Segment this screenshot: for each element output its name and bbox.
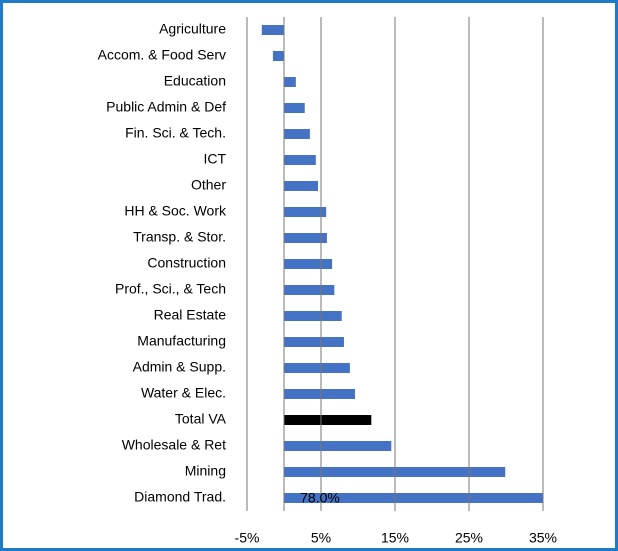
y-tick-label: HH & Soc. Work — [124, 203, 227, 219]
x-tick-label: 5% — [311, 530, 331, 546]
y-tick-label: Diamond Trad. — [134, 489, 226, 505]
bar — [261, 25, 284, 35]
bar — [284, 493, 543, 503]
y-tick-label: Accom. & Food Serv — [98, 47, 226, 63]
x-tick-label: -5% — [235, 530, 260, 546]
bar — [284, 103, 305, 113]
bar — [284, 155, 316, 165]
bar — [284, 259, 333, 269]
bar — [284, 311, 342, 321]
y-tick-label: Prof., Sci., & Tech — [115, 281, 226, 297]
data-label: 78.0% — [300, 490, 340, 506]
x-tick-label: 35% — [529, 530, 557, 546]
bar — [284, 77, 296, 87]
y-tick-label: Manufacturing — [137, 333, 226, 349]
bar — [284, 363, 350, 373]
y-tick-label: Public Admin & Def — [106, 99, 226, 115]
bar — [284, 129, 310, 139]
bar — [284, 207, 327, 217]
y-tick-label: Water & Elec. — [141, 385, 226, 401]
bar — [284, 415, 372, 425]
bar — [284, 285, 335, 295]
bar — [284, 233, 327, 243]
y-tick-label: Construction — [147, 255, 226, 271]
bar — [284, 441, 392, 451]
y-tick-label: Real Estate — [154, 307, 227, 323]
x-tick-label: 15% — [381, 530, 409, 546]
y-tick-label: Wholesale & Ret — [122, 437, 226, 453]
y-tick-label: Total VA — [175, 411, 227, 427]
y-tick-label: Other — [191, 177, 226, 193]
y-tick-label: Admin & Supp. — [133, 359, 226, 375]
y-tick-label: ICT — [203, 151, 226, 167]
y-tick-label: Education — [164, 73, 226, 89]
y-tick-label: Mining — [185, 463, 226, 479]
bar — [284, 181, 319, 191]
bar — [284, 389, 356, 399]
x-tick-label: 25% — [455, 530, 483, 546]
bar — [272, 51, 284, 61]
y-tick-label: Agriculture — [159, 21, 226, 37]
y-tick-label: Fin. Sci. & Tech. — [125, 125, 226, 141]
y-tick-label: Transp. & Stor. — [133, 229, 226, 245]
bar — [284, 337, 344, 347]
